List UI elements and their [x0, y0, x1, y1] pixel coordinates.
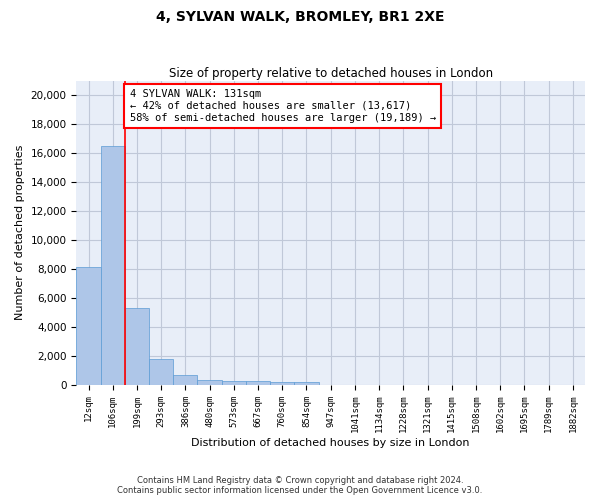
Text: 4 SYLVAN WALK: 131sqm
← 42% of detached houses are smaller (13,617)
58% of semi-: 4 SYLVAN WALK: 131sqm ← 42% of detached … — [130, 90, 436, 122]
Y-axis label: Number of detached properties: Number of detached properties — [15, 145, 25, 320]
Bar — [149, 360, 173, 384]
Bar — [270, 382, 295, 384]
Bar — [125, 308, 149, 384]
Bar — [76, 268, 101, 384]
Bar — [101, 146, 125, 384]
Bar — [295, 382, 319, 384]
Bar — [222, 380, 246, 384]
Bar — [197, 380, 222, 384]
Bar — [173, 375, 197, 384]
Bar — [246, 382, 270, 384]
Title: Size of property relative to detached houses in London: Size of property relative to detached ho… — [169, 66, 493, 80]
Text: Contains HM Land Registry data © Crown copyright and database right 2024.
Contai: Contains HM Land Registry data © Crown c… — [118, 476, 482, 495]
Text: 4, SYLVAN WALK, BROMLEY, BR1 2XE: 4, SYLVAN WALK, BROMLEY, BR1 2XE — [156, 10, 444, 24]
X-axis label: Distribution of detached houses by size in London: Distribution of detached houses by size … — [191, 438, 470, 448]
